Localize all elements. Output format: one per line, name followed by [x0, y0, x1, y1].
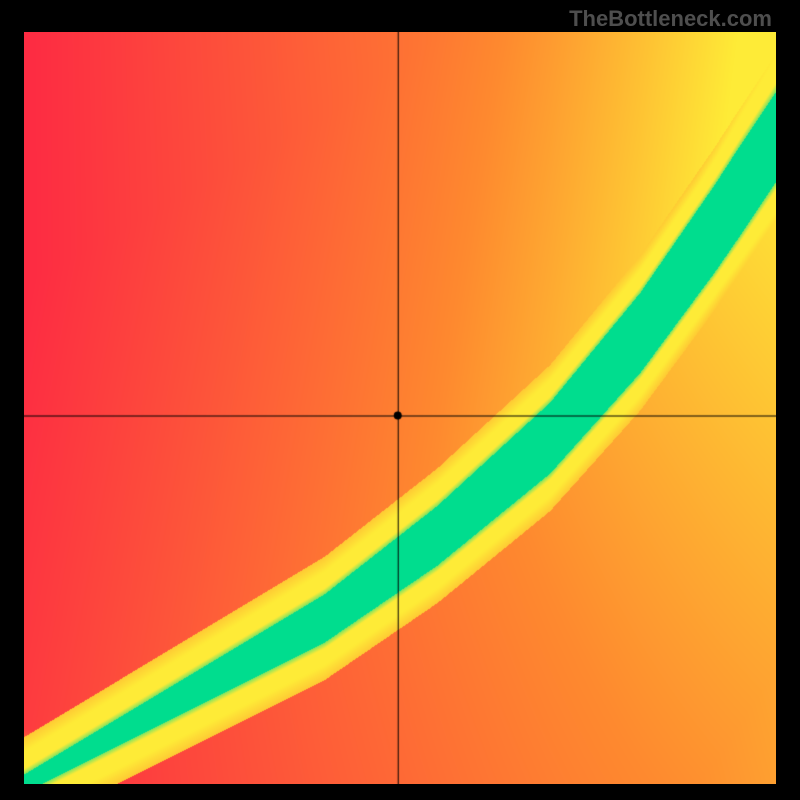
attribution-text: TheBottleneck.com: [569, 6, 772, 32]
heatmap-plot: [24, 32, 776, 784]
heatmap-canvas: [24, 32, 776, 784]
